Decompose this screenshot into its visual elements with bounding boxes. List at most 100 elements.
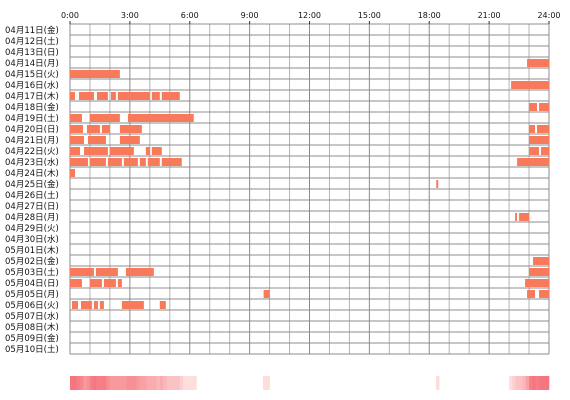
activity-bar [123,158,138,166]
activity-bar [70,268,94,276]
heatmap-strip [70,376,550,390]
heatmap-cell [119,376,124,390]
activity-bar [80,301,92,309]
heatmap-cell [136,376,141,390]
heatmap-cell [99,376,104,390]
row-label: 05月03日(土) [5,267,59,278]
row-label: 04月27日(日) [5,202,59,212]
row-label: 04月23日(水) [5,157,59,168]
heatmap-cell [262,376,267,390]
heatmap-cell [159,376,164,390]
activity-bar [78,92,94,100]
x-tick-label: 12:00 [298,11,321,20]
activity-bar [537,125,549,133]
activity-bar [541,147,549,155]
heatmap-cell [146,376,151,390]
x-tick-label: 6:00 [181,11,199,20]
activity-bar [70,70,120,78]
activity-bar [527,290,536,298]
row-label: 04月28日(月) [5,213,59,223]
activity-bar [99,301,104,309]
heatmap-cell [169,376,174,390]
activity-bar [89,114,120,122]
activity-bar [525,279,549,287]
activity-bar [89,279,102,287]
heatmap-cell [519,376,523,390]
heatmap-cell [509,376,513,390]
row-label: 04月21日(月) [5,136,59,146]
row-label: 04月20日(日) [5,125,59,135]
row-label: 04月24日(木) [5,168,59,179]
row-label: 05月09日(金) [5,333,59,344]
activity-bar [161,158,182,166]
heatmap-cell [73,376,77,390]
heatmap-cell [435,376,440,390]
x-tick-label: 24:00 [537,11,560,20]
activity-bar [529,103,538,111]
row-label: 05月05日(月) [5,290,59,300]
activity-bar [529,125,536,133]
x-tick-label: 0:00 [61,11,79,20]
activity-bar [161,92,180,100]
heatmap-cell [173,376,177,390]
row-label: 04月26日(土) [5,190,59,201]
heatmap-cell [116,376,121,390]
activity-bar [87,136,106,144]
heatmap-cell [123,376,127,390]
activity-bars [70,59,549,309]
heatmap-cell [179,376,184,390]
activity-bar [117,92,150,100]
heatmap-cell [86,376,91,390]
activity-bar [125,268,154,276]
heatmap-cell [535,376,540,390]
activity-bar [95,268,118,276]
heatmap-cell [149,376,154,390]
activity-bar [511,81,549,89]
x-tick-label: 15:00 [358,11,381,20]
activity-bar [151,147,162,155]
activity-bar [70,92,75,100]
row-label: 04月17日(木) [5,91,59,102]
heatmap-cell [522,376,527,390]
heatmap-cell [532,376,536,390]
activity-bar [517,158,549,166]
heatmap-cell [113,376,117,390]
heatmap-cell [176,376,181,390]
activity-bar [70,147,80,155]
activity-bar [119,125,142,133]
heatmap-cell [76,376,81,390]
heatmap-cell [512,376,517,390]
activity-bar [86,125,100,133]
heatmap-cell [93,376,97,390]
heatmap-cell [166,376,171,390]
row-label: 04月16日(水) [5,80,59,91]
row-label: 05月01日(木) [5,245,59,256]
row-labels: 04月11日(金)04月12日(土)04月13日(日)04月14日(月)04月1… [5,25,59,355]
grid [69,23,550,355]
activity-bar [110,92,116,100]
x-tick-label: 18:00 [418,11,441,20]
activity-bar [101,125,110,133]
activity-bar [533,257,549,265]
activity-bar [96,92,108,100]
x-tick-label: 9:00 [241,11,259,20]
row-label: 05月04日(日) [5,279,59,289]
activity-bar [119,136,140,144]
heatmap-cell [525,376,530,390]
heatmap-cell [193,376,197,390]
heatmap-cell [83,376,87,390]
x-axis-ticks: 0:00 3:00 6:00 9:00 12:00 15:00 18:00 21:00 24:0… [61,11,561,24]
activity-bar [147,158,160,166]
row-label: 04月14日(月) [5,59,59,69]
row-label: 04月15日(火) [5,70,59,80]
heatmap-cell [189,376,194,390]
row-label: 04月30日(水) [5,234,59,245]
activity-bar [121,301,144,309]
heatmap-cell [163,376,167,390]
activity-bar [139,158,146,166]
heatmap-cell [96,376,101,390]
activity-bar [436,180,439,188]
row-label: 04月11日(金) [5,25,59,36]
heatmap-cell [143,376,147,390]
